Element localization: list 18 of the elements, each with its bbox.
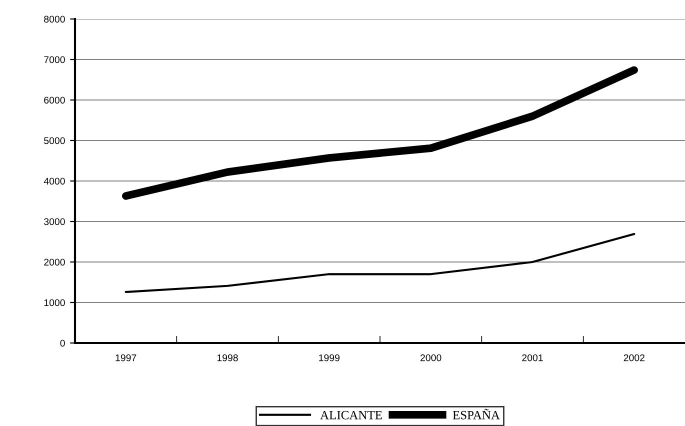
x-tick-label: 1999 xyxy=(319,354,340,362)
line-series xyxy=(124,233,636,294)
x-tick-label: 1998 xyxy=(217,354,238,362)
y-tick-label: 6000 xyxy=(44,96,65,104)
y-tick-label: 3000 xyxy=(44,218,65,226)
legend-label: ESPAÑA xyxy=(452,408,500,420)
x-tick-label: 2001 xyxy=(522,354,543,362)
y-tick-label: 0 xyxy=(60,340,65,347)
y-tick-label: 1000 xyxy=(44,299,65,306)
y-tick-label: 4000 xyxy=(44,178,65,185)
y-tick-label: 2000 xyxy=(44,258,65,266)
x-tick-label: 2002 xyxy=(624,354,644,362)
x-tick-label: 2000 xyxy=(420,354,442,362)
y-tick-label: 7000 xyxy=(44,56,65,64)
legend-label: ALICANTE xyxy=(320,410,382,420)
y-tick-label: 5000 xyxy=(44,137,65,144)
y-tick-label: 8000 xyxy=(44,16,65,23)
x-tick-label: 1997 xyxy=(116,354,136,362)
